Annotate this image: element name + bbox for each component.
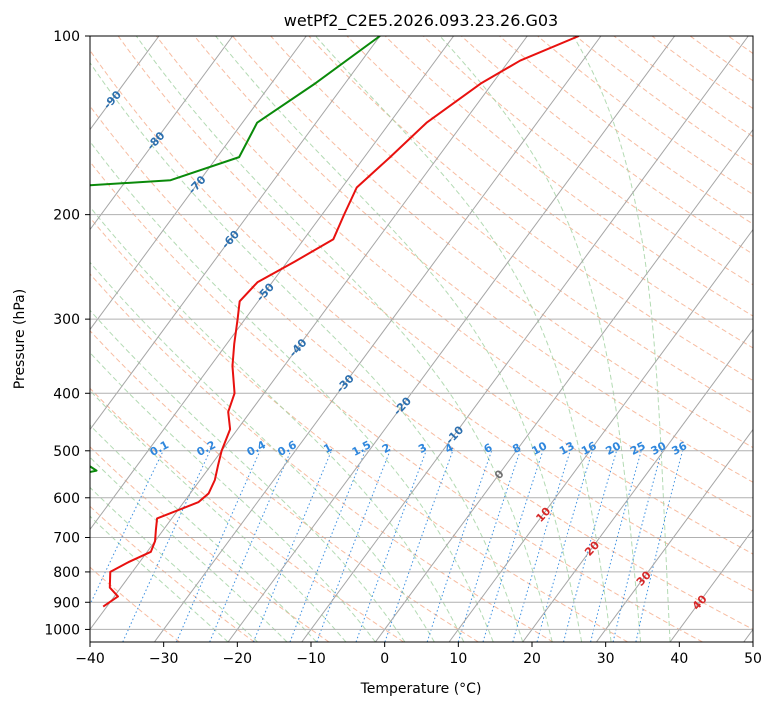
mixing-ratio-line: [90, 450, 164, 606]
moist-adiabat-line: [90, 351, 376, 642]
dry-adiabat-line: [537, 36, 753, 195]
isotherm-line: [669, 528, 753, 642]
dry-adiabat-line: [117, 36, 753, 555]
mixing-ratio-label: 20: [603, 439, 623, 458]
mixing-ratio-label: 10: [530, 439, 550, 458]
moist-adiabat-line: [215, 36, 583, 642]
moist-adiabat-line: [90, 515, 229, 642]
x-tick-label: 10: [449, 651, 467, 667]
mixing-ratio-label: 25: [628, 439, 648, 458]
x-tick-label: −10: [296, 651, 326, 667]
y-tick-label: 700: [53, 531, 80, 547]
y-tick-label: 100: [53, 29, 80, 45]
y-tick-label: 200: [53, 208, 80, 224]
moist-adiabat-line: [439, 36, 642, 642]
x-tick-label: 50: [744, 651, 762, 667]
dry-adiabat-line: [90, 216, 629, 642]
mixing-ratio-line: [426, 450, 493, 642]
isotherm-line: [90, 36, 455, 531]
isotherm-line: [90, 36, 381, 431]
moist-adiabat-line: [90, 206, 465, 642]
pressure-gridlines: [90, 36, 753, 630]
mixing-ratio-lines: [90, 450, 684, 642]
dry-adiabat-line: [90, 160, 703, 642]
temperature-profile-line: [102, 36, 580, 608]
x-tick-label: −40: [75, 651, 105, 667]
y-tick-label: 900: [53, 595, 80, 611]
isotherm-line: [90, 36, 234, 231]
dry-adiabat-line: [384, 36, 753, 317]
mixing-ratio-line: [482, 450, 544, 642]
isotherm-line: [153, 36, 602, 642]
y-tick-label: 800: [53, 565, 80, 581]
mixing-ratio-label: 30: [649, 439, 669, 458]
moist-adiabat-line: [90, 309, 406, 642]
y-tick-label: 400: [53, 386, 80, 402]
dry-adiabat-line: [575, 36, 753, 166]
moist-adiabat-line: [135, 36, 553, 642]
moist-adiabats: [90, 36, 671, 642]
isotherm-line: [227, 36, 676, 642]
moist-adiabat-line: [572, 36, 671, 642]
y-tick-label: 300: [53, 312, 80, 328]
mixing-ratio-line: [176, 450, 261, 642]
mixing-ratio-label: 16: [579, 439, 599, 458]
moist-adiabat-line: [90, 389, 347, 642]
mixing-ratio-line: [612, 450, 663, 642]
dry-adiabat-line: [90, 505, 255, 642]
mixing-ratio-label: 36: [670, 439, 690, 458]
mixing-ratio-line: [384, 450, 454, 642]
x-tick-label: 40: [670, 651, 688, 667]
dry-adiabat-line: [90, 273, 554, 642]
mixing-ratio-line: [122, 450, 211, 642]
isotherm-line: [448, 228, 753, 642]
dry-adiabat-line: [270, 36, 753, 415]
isotherm-line: [374, 128, 753, 642]
isotherm-line: [301, 36, 749, 642]
x-tick-label: −30: [149, 651, 179, 667]
y-tick-label: 500: [53, 444, 80, 460]
moist-adiabat-line: [90, 424, 317, 642]
x-tick-label: 20: [523, 651, 541, 667]
y-axis-label: Pressure (hPa): [12, 289, 28, 389]
profile-series: [90, 36, 580, 608]
mixing-ratio-line: [563, 450, 618, 642]
y-tick-label: 600: [53, 491, 80, 507]
mixing-ratio-line: [457, 450, 521, 642]
y-tick-label: 1000: [44, 622, 80, 638]
x-axis-label: Temperature (°C): [360, 681, 482, 697]
chart-title: wetPf2_C2E5.2026.093.23.26.G03: [284, 11, 558, 31]
dry-adiabat-line: [155, 36, 753, 519]
dry-adiabat-line: [194, 36, 753, 483]
x-tick-label: 30: [597, 651, 615, 667]
isotherm-line: [522, 328, 753, 642]
plot-frame: [89, 35, 754, 643]
axis-ticks: −40 −30 −20 −10 0 10 20 30 40 50 100 200 300 400 500 60…: [44, 29, 762, 667]
dry-adiabat-line: [90, 105, 753, 630]
isotherm-line: [90, 36, 307, 331]
mixing-ratio-line: [635, 450, 684, 642]
moist-adiabat-line: [90, 261, 435, 642]
dry-adiabat-line: [346, 36, 753, 349]
mixing-ratio-line: [512, 450, 571, 642]
mixing-ratio-label: 13: [557, 439, 577, 458]
mixing-ratio-line: [590, 450, 642, 642]
plot-background: [90, 36, 753, 642]
x-tick-label: −20: [223, 651, 253, 667]
moist-adiabat-line: [90, 61, 524, 642]
dry-adiabat-line: [232, 36, 753, 449]
moist-adiabat-line: [90, 140, 494, 642]
dry-adiabat-line: [461, 36, 753, 255]
dry-adiabat-line: [90, 49, 753, 592]
x-tick-label: 0: [380, 651, 389, 667]
isotherm-line: [595, 428, 753, 642]
mixing-ratio-line: [209, 450, 292, 642]
moist-adiabat-line: [90, 486, 258, 642]
moist-adiabat-line: [315, 36, 612, 642]
